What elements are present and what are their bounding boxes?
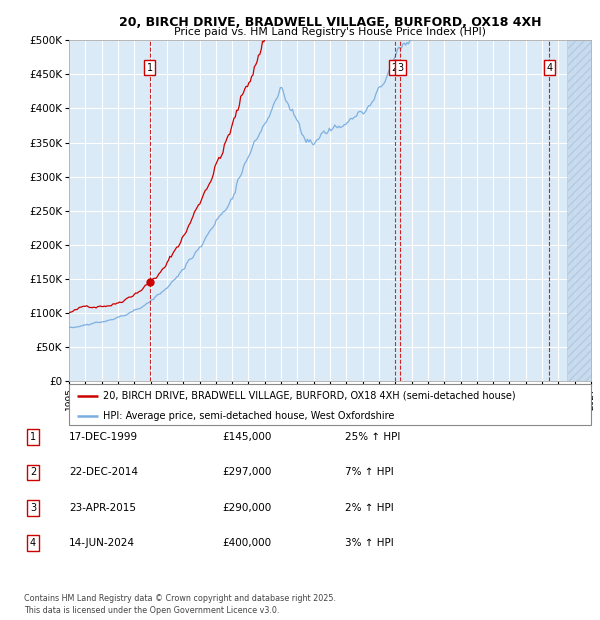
- Text: Contains HM Land Registry data © Crown copyright and database right 2025.
This d: Contains HM Land Registry data © Crown c…: [24, 594, 336, 615]
- Text: 25% ↑ HPI: 25% ↑ HPI: [345, 432, 400, 442]
- Text: 17-DEC-1999: 17-DEC-1999: [69, 432, 138, 442]
- Text: 2: 2: [30, 467, 36, 477]
- Text: 14-JUN-2024: 14-JUN-2024: [69, 538, 135, 548]
- Text: 20, BIRCH DRIVE, BRADWELL VILLAGE, BURFORD, OX18 4XH (semi-detached house): 20, BIRCH DRIVE, BRADWELL VILLAGE, BURFO…: [103, 391, 515, 401]
- Text: 2% ↑ HPI: 2% ↑ HPI: [345, 503, 394, 513]
- Text: 2: 2: [392, 63, 398, 73]
- Text: 22-DEC-2014: 22-DEC-2014: [69, 467, 138, 477]
- Text: 7% ↑ HPI: 7% ↑ HPI: [345, 467, 394, 477]
- Text: 4: 4: [30, 538, 36, 548]
- Text: 3: 3: [30, 503, 36, 513]
- Bar: [566, 40, 599, 381]
- Text: £400,000: £400,000: [222, 538, 271, 548]
- Text: £297,000: £297,000: [222, 467, 271, 477]
- Text: Price paid vs. HM Land Registry's House Price Index (HPI): Price paid vs. HM Land Registry's House …: [174, 27, 486, 37]
- Text: 1: 1: [147, 63, 153, 73]
- Text: 3: 3: [397, 63, 403, 73]
- Text: 1: 1: [30, 432, 36, 442]
- Text: £290,000: £290,000: [222, 503, 271, 513]
- Text: £145,000: £145,000: [222, 432, 271, 442]
- Text: 3% ↑ HPI: 3% ↑ HPI: [345, 538, 394, 548]
- Text: 4: 4: [547, 63, 553, 73]
- Text: 23-APR-2015: 23-APR-2015: [69, 503, 136, 513]
- Text: HPI: Average price, semi-detached house, West Oxfordshire: HPI: Average price, semi-detached house,…: [103, 411, 394, 421]
- Text: 20, BIRCH DRIVE, BRADWELL VILLAGE, BURFORD, OX18 4XH: 20, BIRCH DRIVE, BRADWELL VILLAGE, BURFO…: [119, 16, 541, 29]
